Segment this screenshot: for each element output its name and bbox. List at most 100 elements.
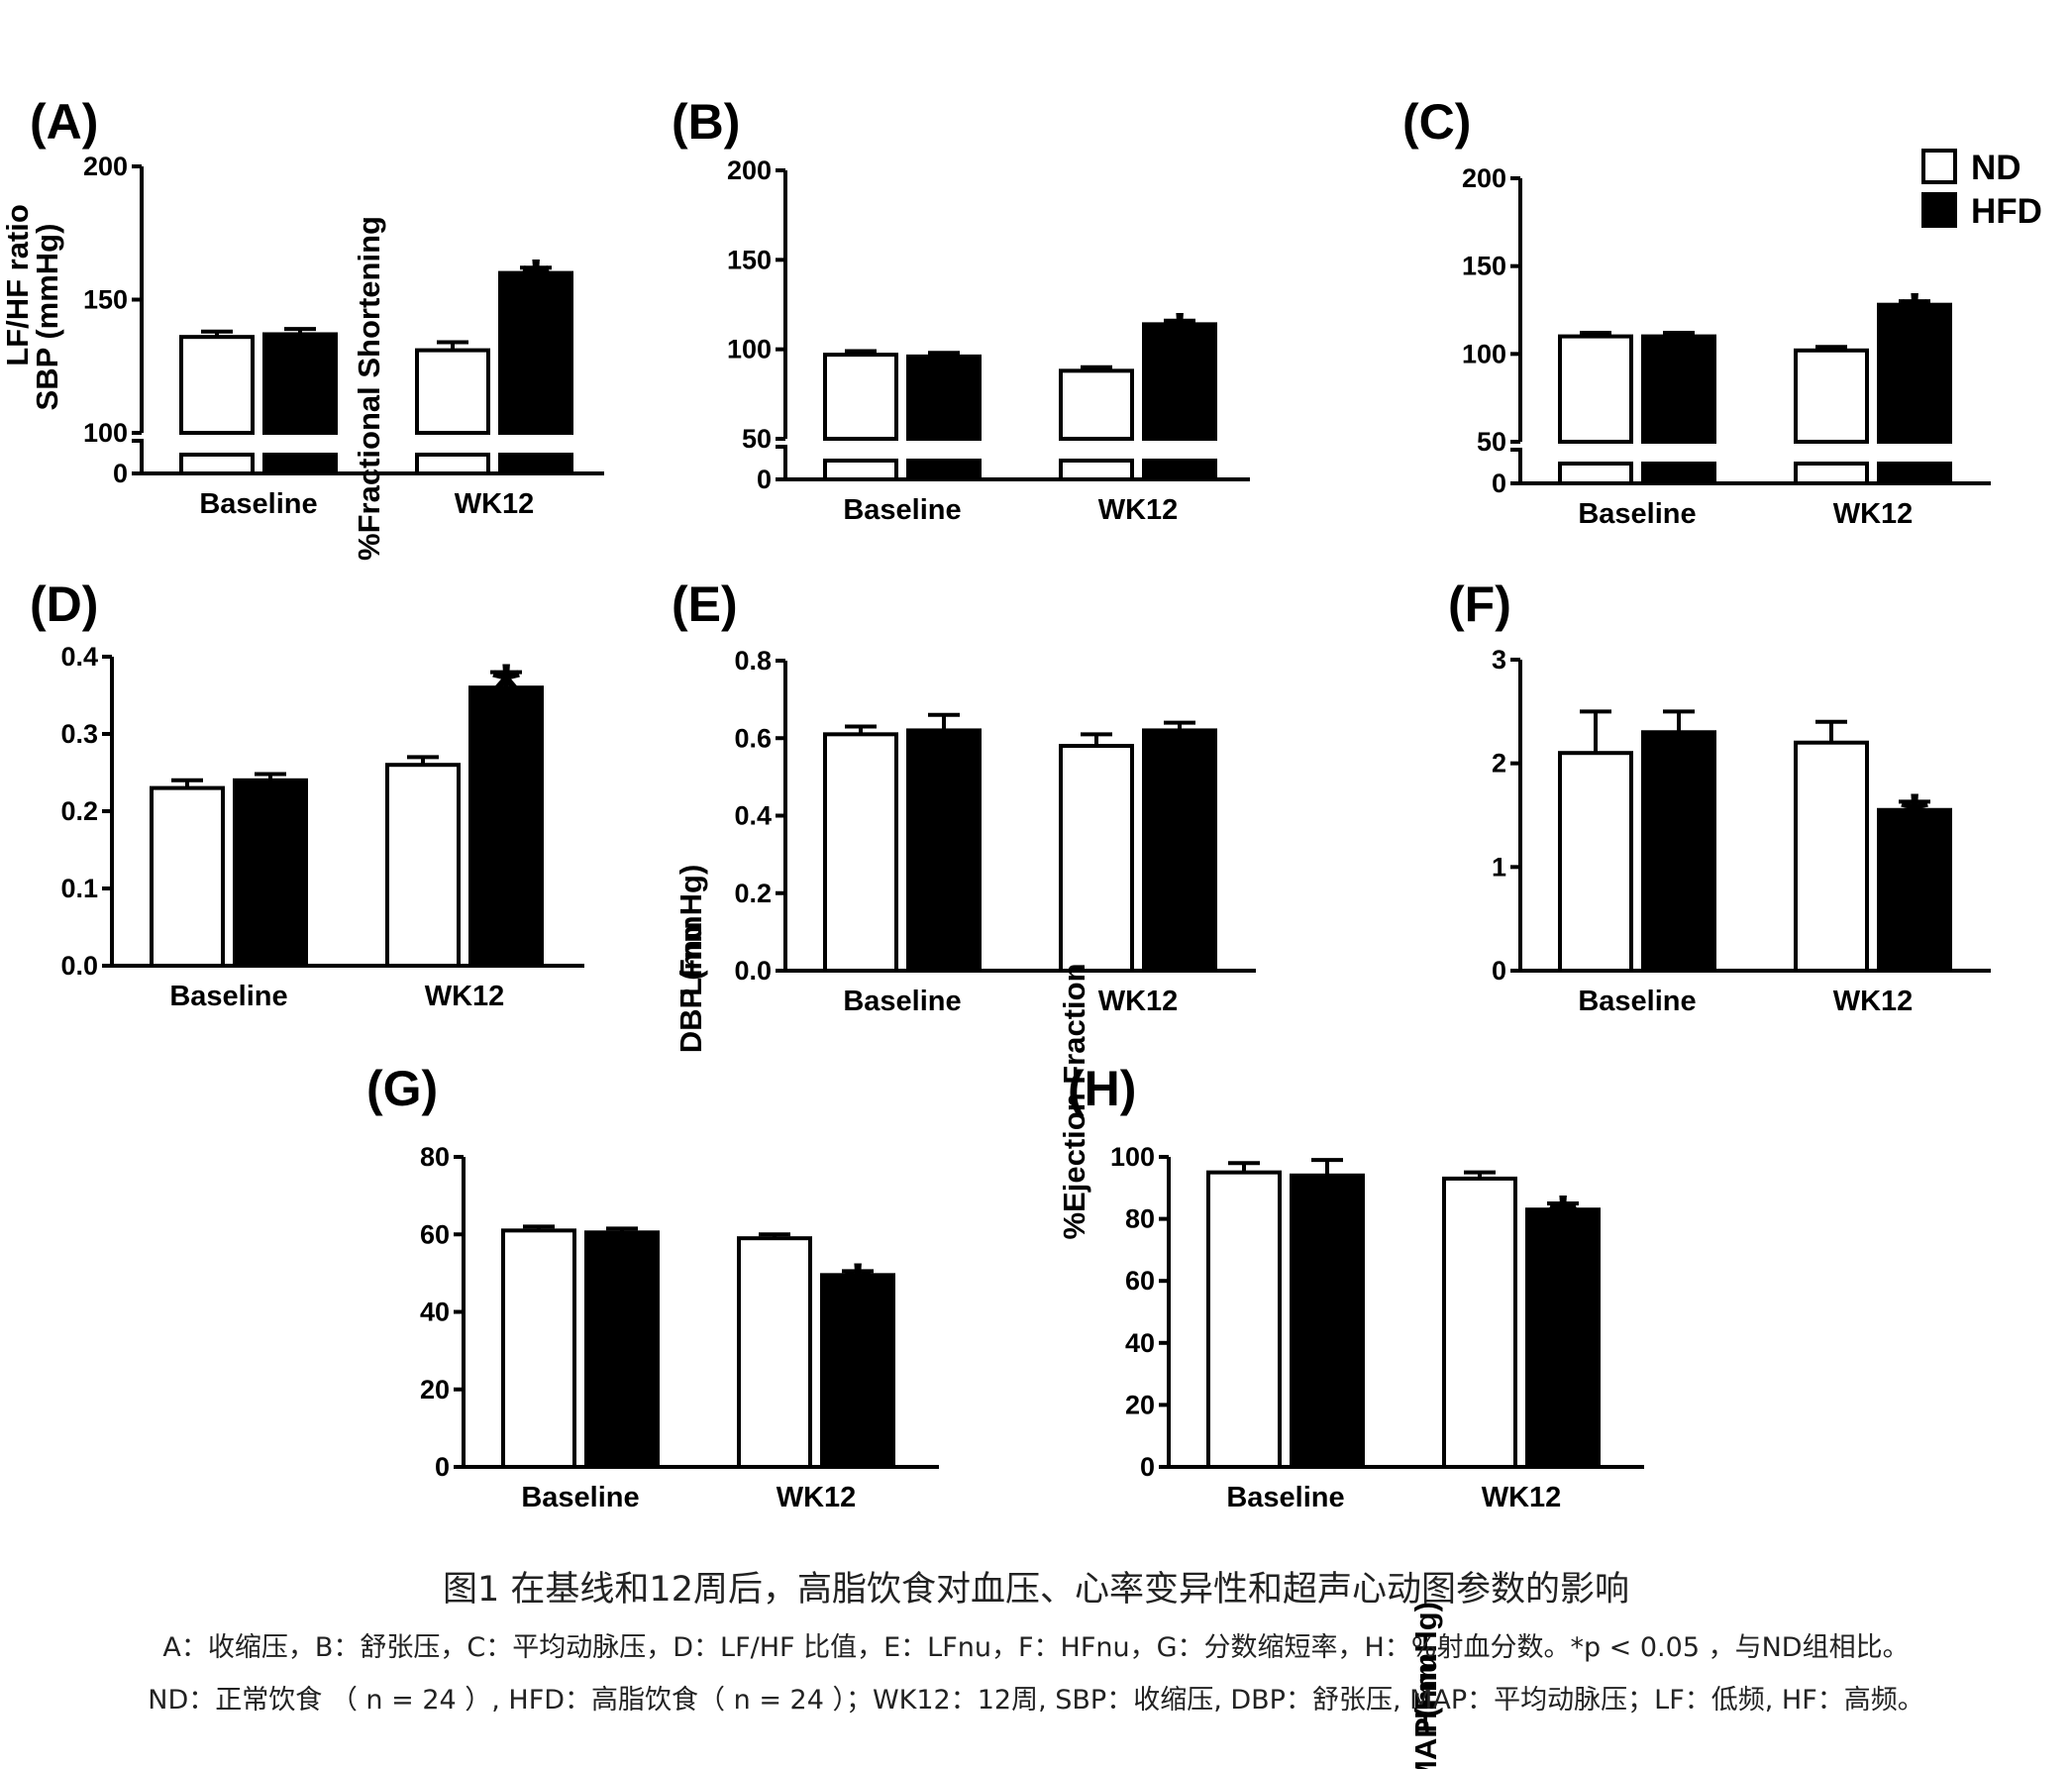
panel-label: (C)	[1402, 94, 1471, 150]
bar-nd-baseline	[501, 1228, 576, 1470]
y-tick-label: 0	[757, 465, 772, 494]
bar-hfd-baseline	[1641, 730, 1716, 973]
bar-hfd-baseline	[233, 778, 308, 968]
bar-nd-baseline	[1558, 334, 1633, 445]
bar-hfd-baseline-stub	[1641, 462, 1716, 485]
bar-hfd-baseline	[906, 354, 982, 442]
bar-nd-baseline	[179, 335, 255, 435]
bar-hfd-wk12	[1142, 322, 1217, 441]
significance-star: *	[1166, 299, 1193, 378]
legend-swatch-hfd	[1921, 192, 1957, 228]
y-tick-label: 150	[83, 285, 128, 315]
y-tick-label: 0.4	[60, 642, 98, 672]
x-category-label: Baseline	[1226, 1482, 1344, 1513]
y-tick-label: 3	[1492, 645, 1506, 675]
chart-panel: (G) %Fractional Shortening 80 60 40 20 0 Baseli…	[352, 216, 939, 1513]
chart-panel: (F) HFnu 3 2 1 0 Baseline WK12 *	[1408, 576, 1991, 1733]
chart-panel: (B) DBP (mmHg) 200 150 100 50 0 Baseline WK12 *	[672, 94, 1250, 1053]
bar-hfd-wk12	[498, 270, 573, 435]
y-tick-label: 100	[1462, 339, 1506, 368]
significance-star: *	[522, 246, 550, 325]
y-tick-label: 100	[727, 335, 772, 364]
y-tick-label: 100	[83, 418, 128, 448]
x-category-label: Baseline	[199, 488, 317, 520]
significance-star: *	[492, 651, 520, 730]
y-axis-label: %Fractional Shortening	[352, 216, 386, 561]
x-category-label: Baseline	[1578, 986, 1696, 1017]
bar-hfd-baseline	[1641, 334, 1716, 445]
bar-hfd-wk12	[1877, 302, 1952, 444]
bar-nd-wk12-stub	[1794, 462, 1869, 485]
bar-hfd-wk12-stub	[498, 453, 573, 475]
x-category-label: WK12	[1833, 498, 1914, 530]
chart-panel: (D) LF/HF ratio 0.4 0.3 0.2 0.1 0.0 Baseline WK1…	[0, 204, 584, 1012]
bar-hfd-baseline	[584, 1230, 660, 1469]
y-tick-label: 0.2	[734, 879, 772, 908]
y-tick-label: 200	[727, 156, 772, 185]
y-tick-label: 150	[1462, 252, 1506, 281]
bar-nd-baseline	[823, 353, 898, 441]
y-tick-label: 0.6	[734, 723, 772, 753]
legend: ND HFD	[1921, 149, 2042, 231]
panel-label: (D)	[30, 576, 98, 632]
legend-label-nd: ND	[1971, 149, 2021, 187]
y-tick-label: 150	[727, 245, 772, 274]
figure-caption-line-1: A：收缩压，B：舒张压，C：平均动脉压，D：LF/HF 比值，E：LFnu，F：…	[162, 1632, 1910, 1663]
bar-hfd-baseline	[262, 332, 338, 435]
y-tick-label: 60	[1125, 1266, 1155, 1296]
bar-nd-baseline	[150, 785, 225, 968]
figure-caption-line-2: ND：正常饮食 （ n = 24 ）, HFD：高脂饮食（ n = 24 ）；W…	[148, 1685, 1924, 1716]
y-tick-label: 2	[1492, 749, 1506, 779]
x-category-label: Baseline	[1578, 498, 1696, 530]
y-tick-label: 80	[1125, 1204, 1155, 1234]
y-tick-label: 0	[1140, 1452, 1155, 1482]
bar-nd-baseline	[1206, 1170, 1282, 1470]
significance-star: *	[844, 1249, 872, 1328]
y-tick-label: 0.1	[60, 874, 98, 903]
bar-hfd-wk12	[1142, 728, 1217, 973]
panel-label: (E)	[672, 576, 738, 632]
y-axis-label: DBP (mmHg)	[673, 865, 708, 1054]
bar-hfd-wk12	[1525, 1207, 1601, 1469]
y-axis-label: SBP (mmHg)	[30, 224, 64, 411]
panel-label: (H)	[1068, 1061, 1136, 1116]
significance-star: *	[1901, 780, 1928, 859]
y-tick-label: 200	[1462, 163, 1506, 193]
y-tick-label: 0.2	[60, 796, 98, 826]
x-category-label: Baseline	[843, 494, 961, 526]
x-category-label: WK12	[1098, 494, 1179, 526]
y-tick-label: 20	[420, 1375, 450, 1405]
bar-nd-wk12	[1794, 348, 1869, 444]
bar-nd-baseline	[1558, 751, 1633, 974]
bar-nd-baseline-stub	[179, 453, 255, 475]
bar-hfd-baseline-stub	[906, 459, 982, 481]
y-axis-label: MAP(mmHg)	[1408, 1602, 1443, 1769]
bar-nd-wk12	[415, 348, 490, 435]
y-tick-label: 80	[420, 1142, 450, 1172]
panel-label: (B)	[672, 94, 740, 150]
y-tick-label: 0	[1492, 956, 1506, 986]
y-tick-label: 20	[1125, 1390, 1155, 1419]
bar-nd-baseline-stub	[1558, 462, 1633, 485]
y-tick-label: 0.4	[734, 801, 772, 831]
y-tick-label: 1	[1492, 852, 1506, 882]
bar-nd-wk12	[1794, 740, 1869, 973]
panel-label: (G)	[366, 1061, 438, 1116]
bar-hfd-baseline	[906, 728, 982, 973]
bar-nd-wk12	[385, 763, 461, 969]
x-category-label: WK12	[1833, 986, 1914, 1017]
y-tick-label: 0.0	[60, 951, 98, 981]
significance-star: *	[1901, 279, 1928, 359]
bar-nd-wk12	[1059, 368, 1134, 442]
legend-swatch-nd	[1921, 149, 1957, 184]
legend-label-hfd: HFD	[1971, 192, 2042, 231]
x-category-label: Baseline	[843, 986, 961, 1017]
bar-nd-wk12	[1442, 1176, 1517, 1470]
figure-caption-title: 图1 在基线和12周后，高脂饮食对血压、心率变异性和超声心动图参数的影响	[443, 1570, 1629, 1610]
y-tick-label: 100	[1110, 1142, 1155, 1172]
y-tick-label: 60	[420, 1219, 450, 1249]
bar-nd-wk12	[737, 1236, 812, 1469]
bar-hfd-wk12	[468, 685, 544, 968]
y-tick-label: 0	[1492, 468, 1506, 498]
